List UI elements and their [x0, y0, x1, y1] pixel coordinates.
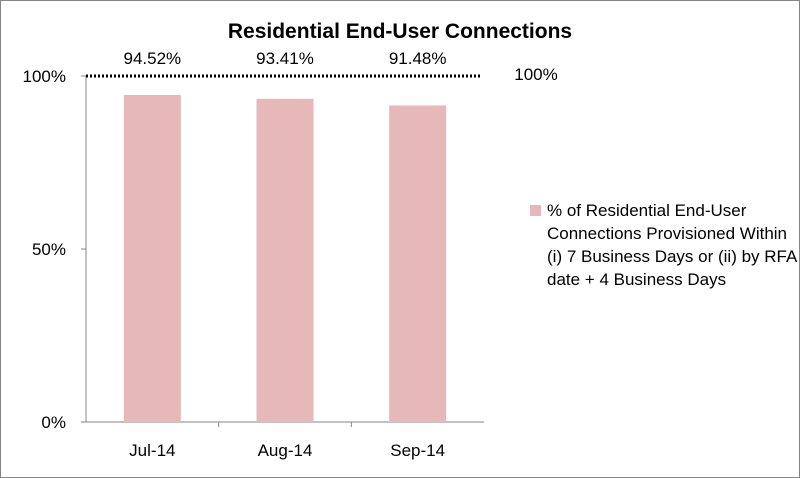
- y-tick-label: 0%: [41, 413, 66, 432]
- chart-title: Residential End-User Connections: [227, 20, 573, 43]
- legend-swatch: [530, 205, 541, 216]
- target-label: 100%: [514, 65, 557, 84]
- x-tick-label: Aug-14: [258, 441, 313, 460]
- x-tick-label: Jul-14: [129, 441, 175, 460]
- data-label: 93.41%: [256, 49, 314, 68]
- data-label: 91.48%: [389, 49, 447, 68]
- y-tick-label: 100%: [23, 67, 66, 86]
- bar-jul-14: [123, 94, 181, 422]
- legend-entry: % of Residential End-User Connections Pr…: [547, 201, 797, 289]
- bar-sep-14: [389, 105, 447, 423]
- y-tick-label: 50%: [32, 240, 66, 259]
- bar-aug-14: [256, 98, 314, 423]
- data-label: 94.52%: [123, 49, 181, 68]
- x-tick-label: Sep-14: [390, 441, 445, 460]
